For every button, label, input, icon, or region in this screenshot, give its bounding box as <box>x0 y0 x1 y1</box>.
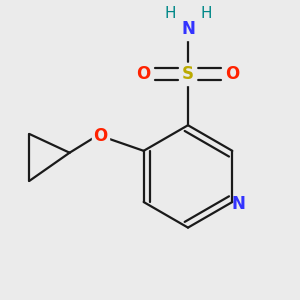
Text: N: N <box>231 195 245 213</box>
Text: S: S <box>182 65 194 83</box>
Text: N: N <box>181 20 195 38</box>
Text: H: H <box>200 6 212 21</box>
Text: O: O <box>225 65 240 83</box>
Text: H: H <box>164 6 176 21</box>
Text: O: O <box>94 127 108 145</box>
Text: O: O <box>136 65 151 83</box>
